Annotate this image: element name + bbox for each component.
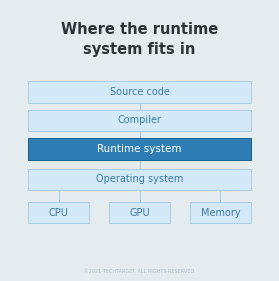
Text: Where the runtime
system fits in: Where the runtime system fits in bbox=[61, 22, 218, 57]
FancyBboxPatch shape bbox=[28, 169, 251, 190]
Text: Compiler: Compiler bbox=[117, 115, 162, 125]
Text: Operating system: Operating system bbox=[96, 174, 183, 184]
Text: ©2021 TECHTARGET. ALL RIGHTS RESERVED.: ©2021 TECHTARGET. ALL RIGHTS RESERVED. bbox=[84, 269, 195, 274]
FancyBboxPatch shape bbox=[109, 202, 170, 223]
Text: GPU: GPU bbox=[129, 208, 150, 218]
FancyBboxPatch shape bbox=[190, 202, 251, 223]
FancyBboxPatch shape bbox=[28, 138, 251, 160]
Text: Memory: Memory bbox=[201, 208, 240, 218]
Text: CPU: CPU bbox=[49, 208, 69, 218]
Text: Runtime system: Runtime system bbox=[97, 144, 182, 154]
Text: Source code: Source code bbox=[110, 87, 169, 97]
FancyBboxPatch shape bbox=[28, 81, 251, 103]
FancyBboxPatch shape bbox=[28, 110, 251, 131]
FancyBboxPatch shape bbox=[28, 202, 89, 223]
